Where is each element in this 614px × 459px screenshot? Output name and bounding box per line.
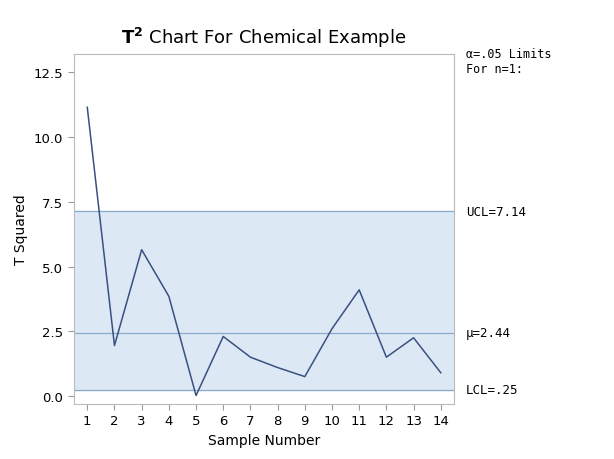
- Text: UCL=7.14: UCL=7.14: [466, 205, 526, 218]
- Text: LCL=.25: LCL=.25: [466, 383, 518, 396]
- Text: α=.05 Limits
For n=1:: α=.05 Limits For n=1:: [466, 48, 551, 76]
- X-axis label: Sample Number: Sample Number: [208, 433, 320, 447]
- Y-axis label: T Squared: T Squared: [14, 194, 28, 265]
- Title: $\bf{T^2}$ Chart For Chemical Example: $\bf{T^2}$ Chart For Chemical Example: [122, 26, 406, 50]
- Text: μ=2.44: μ=2.44: [466, 327, 511, 340]
